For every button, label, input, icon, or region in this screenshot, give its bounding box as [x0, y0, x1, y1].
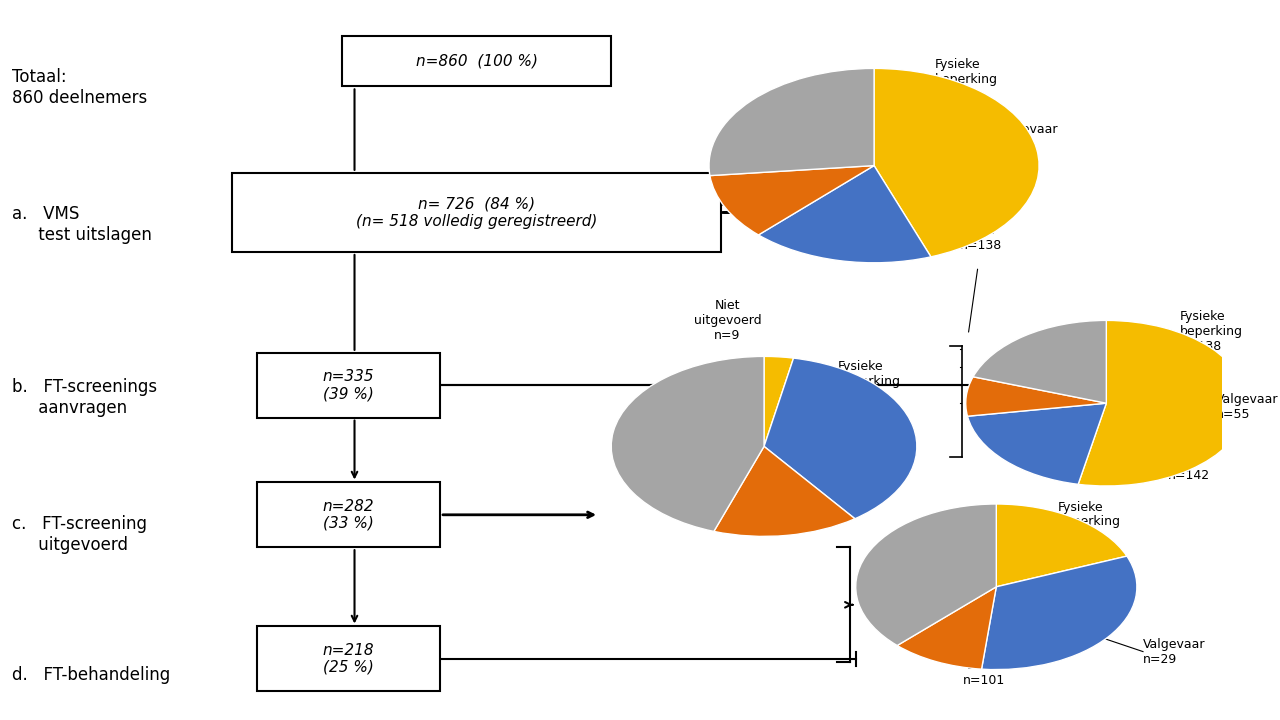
Wedge shape — [612, 356, 764, 531]
Text: Fysieke
beperking
n=88: Fysieke beperking n=88 — [1057, 500, 1120, 544]
Text: n=860  (100 %): n=860 (100 %) — [416, 54, 538, 68]
Bar — [257, 353, 440, 418]
Text: Niet
uitgevoerd
n=9: Niet uitgevoerd n=9 — [694, 299, 762, 342]
Text: c.   FT-screening
     uitgevoerd: c. FT-screening uitgevoerd — [13, 515, 147, 554]
Text: Valgevaar
n=57: Valgevaar n=57 — [996, 123, 1059, 150]
Text: a.   VMS
     test uitslagen: a. VMS test uitslagen — [13, 205, 152, 244]
Wedge shape — [709, 68, 874, 176]
Bar — [342, 36, 612, 86]
Text: d.   FT-behandeling: d. FT-behandeling — [13, 666, 170, 684]
Text: Geen
n=230: Geen n=230 — [783, 145, 826, 172]
Wedge shape — [1078, 320, 1247, 486]
Text: Totaal:
860 deelnemers: Totaal: 860 deelnemers — [13, 68, 147, 107]
Wedge shape — [996, 504, 1126, 587]
Text: n=335
(39 %): n=335 (39 %) — [323, 369, 374, 402]
Wedge shape — [714, 446, 855, 536]
Wedge shape — [764, 356, 794, 446]
Text: Beide
n=101: Beide n=101 — [963, 659, 1005, 687]
Wedge shape — [759, 166, 931, 263]
Text: Fysieke
beperking
n=138: Fysieke beperking n=138 — [1180, 310, 1243, 353]
Text: b.   FT-screenings
     aanvragen: b. FT-screenings aanvragen — [13, 378, 157, 417]
Bar — [257, 626, 440, 691]
Wedge shape — [710, 166, 874, 235]
Text: Geen
n=381: Geen n=381 — [1009, 382, 1051, 410]
Wedge shape — [965, 377, 1106, 416]
Wedge shape — [856, 504, 996, 646]
Text: n=282
(33 %): n=282 (33 %) — [323, 499, 374, 531]
Text: Beide
n=138: Beide n=138 — [960, 224, 1002, 251]
Text: Valgevaar
n=55: Valgevaar n=55 — [1216, 393, 1279, 420]
Text: Valgevaar
n=29: Valgevaar n=29 — [1143, 638, 1206, 665]
Text: Fysieke
beperking
n=93: Fysieke beperking n=93 — [936, 58, 998, 101]
Bar — [257, 482, 440, 547]
Wedge shape — [982, 556, 1137, 670]
Text: Geen
n=51: Geen n=51 — [932, 512, 965, 539]
Text: Beide
n=142: Beide n=142 — [1167, 454, 1210, 482]
Wedge shape — [973, 320, 1106, 403]
Bar — [232, 173, 721, 252]
Text: Fysieke
beperking
n=107: Fysieke beperking n=107 — [837, 360, 900, 403]
Text: n=218
(25 %): n=218 (25 %) — [323, 643, 374, 675]
Text: Valgevaar
n=45: Valgevaar n=45 — [850, 447, 913, 474]
Text: n= 726  (84 %)
(n= 518 volledig geregistreerd): n= 726 (84 %) (n= 518 volledig geregistr… — [356, 197, 598, 229]
Wedge shape — [764, 358, 916, 518]
Wedge shape — [897, 587, 996, 669]
Wedge shape — [874, 68, 1039, 257]
Text: Beide
n=130: Beide n=130 — [643, 440, 685, 467]
Wedge shape — [968, 403, 1106, 485]
